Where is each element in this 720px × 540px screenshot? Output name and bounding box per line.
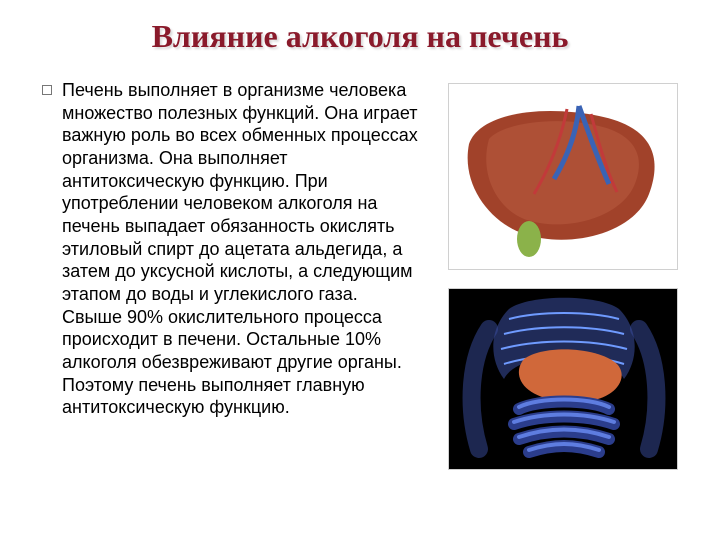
slide-title: Влияние алкоголя на печень: [42, 18, 678, 55]
image-column: [448, 83, 678, 470]
bullet-icon: [42, 85, 52, 95]
text-column: Печень выполняет в организме человека мн…: [42, 79, 432, 419]
content-row: Печень выполняет в организме человека мн…: [42, 79, 678, 470]
slide: Влияние алкоголя на печень Печень выполн…: [0, 0, 720, 540]
body-paragraph: Печень выполняет в организме человека мн…: [62, 79, 422, 419]
torso-illustration-icon: [449, 289, 677, 469]
liver-illustration-icon: [449, 84, 677, 269]
torso-image: [448, 288, 678, 470]
liver-image: [448, 83, 678, 270]
